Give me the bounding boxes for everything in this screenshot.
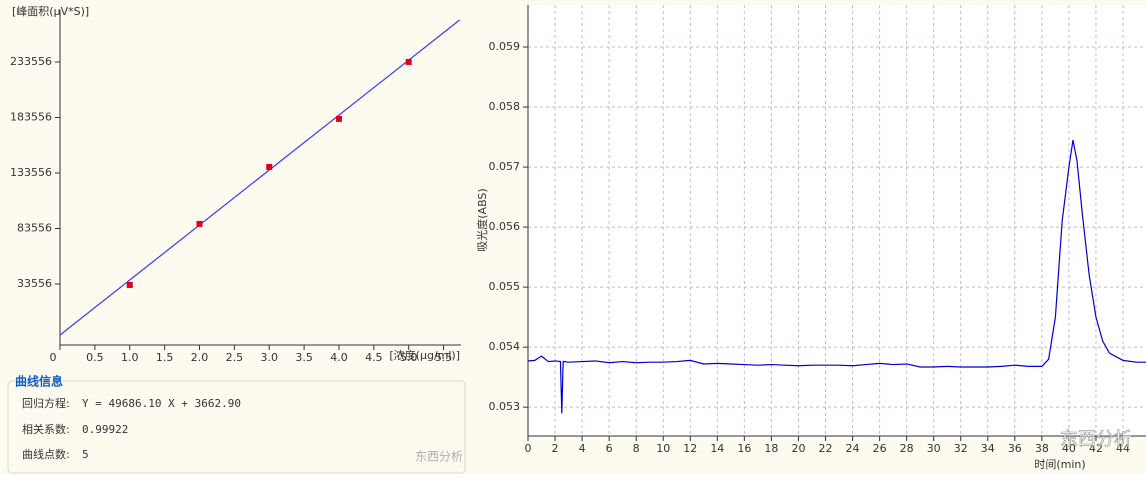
data-point xyxy=(196,220,203,227)
x-tick-label: 0.5 xyxy=(86,351,104,364)
x-tick-label: 34 xyxy=(981,442,995,455)
x-tick-label: 1.5 xyxy=(156,351,174,364)
watermark: 东西分析 xyxy=(1060,429,1132,450)
info-title: 曲线信息 xyxy=(15,374,63,389)
y-tick-label: 133556 xyxy=(10,166,52,179)
x-tick-label: 6 xyxy=(606,442,613,455)
y-tick-label: 0.055 xyxy=(489,280,521,293)
x-tick-label: 22 xyxy=(819,442,833,455)
x-axis-label: [浓度(μg/ml)] xyxy=(389,348,460,362)
x-tick-label: 18 xyxy=(764,442,778,455)
x-tick-label: 30 xyxy=(927,442,941,455)
x-tick-label: 0 xyxy=(525,442,532,455)
y-tick-label: 0.059 xyxy=(489,40,521,53)
y-tick-label: 0.056 xyxy=(489,220,521,233)
y-tick-label: 233556 xyxy=(10,55,52,68)
data-point xyxy=(335,115,342,122)
x-tick-label: 36 xyxy=(1008,442,1022,455)
x-tick-label: 42 xyxy=(1089,442,1103,455)
y-tick-label: 183556 xyxy=(10,110,52,123)
x-tick-label: 3.5 xyxy=(295,351,313,364)
x-tick-label: 4.5 xyxy=(365,351,383,364)
x-tick-label: 8 xyxy=(633,442,640,455)
info-label: 回归方程: xyxy=(22,396,70,410)
x-tick-label: 12 xyxy=(683,442,697,455)
info-box xyxy=(7,380,466,474)
x-tick-label: 26 xyxy=(873,442,887,455)
y-tick-label: 0.054 xyxy=(489,340,521,353)
x-tick-label: 4.0 xyxy=(330,351,348,364)
x-tick-label: 2 xyxy=(552,442,559,455)
x-tick-label: 10 xyxy=(656,442,670,455)
x-tick-label: 3.0 xyxy=(260,351,278,364)
y-tick-label: 33556 xyxy=(17,277,52,290)
x-tick-label: 14 xyxy=(710,442,724,455)
data-point xyxy=(405,58,412,65)
info-value: Y = 49686.10 X + 3662.90 xyxy=(82,397,241,410)
y-tick-label: 0.058 xyxy=(489,100,521,113)
x-tick-label: 24 xyxy=(846,442,860,455)
x-tick-label: 5.0 xyxy=(400,351,418,364)
x-tick-label: 44 xyxy=(1116,442,1130,455)
info-value: 0.99922 xyxy=(82,423,128,436)
x-tick-label: 20 xyxy=(791,442,805,455)
y-tick-label: 83556 xyxy=(17,221,52,234)
info-label: 相关系数: xyxy=(22,422,70,436)
x-tick-label: 38 xyxy=(1035,442,1049,455)
x-tick-label: 0 xyxy=(50,351,57,364)
x-axis-label: 时间(min) xyxy=(1034,458,1085,471)
y-axis-label: [峰面积(μV*S)] xyxy=(12,5,89,18)
x-tick-label: 32 xyxy=(954,442,968,455)
trace xyxy=(527,139,1146,414)
y-axis-label: 吸光度(ABS) xyxy=(475,188,489,251)
x-tick-label: 1.0 xyxy=(121,351,139,364)
watermark: 东西分析 xyxy=(415,450,463,464)
x-tick-label: 28 xyxy=(900,442,914,455)
plot-area xyxy=(528,5,1146,436)
y-tick-label: 0.053 xyxy=(489,400,521,413)
x-tick-label: 2.5 xyxy=(226,351,244,364)
fit-line xyxy=(59,19,460,336)
x-tick-label: 2.0 xyxy=(191,351,209,364)
y-tick-label: 0.057 xyxy=(489,160,521,173)
info-label: 曲线点数: xyxy=(22,447,70,461)
info-value: 5 xyxy=(82,448,89,461)
x-tick-label: 4 xyxy=(579,442,586,455)
data-point xyxy=(126,281,133,288)
data-point xyxy=(266,163,273,170)
x-tick-label: 5.5 xyxy=(435,351,453,364)
x-tick-label: 40 xyxy=(1062,442,1076,455)
x-tick-label: 16 xyxy=(737,442,751,455)
